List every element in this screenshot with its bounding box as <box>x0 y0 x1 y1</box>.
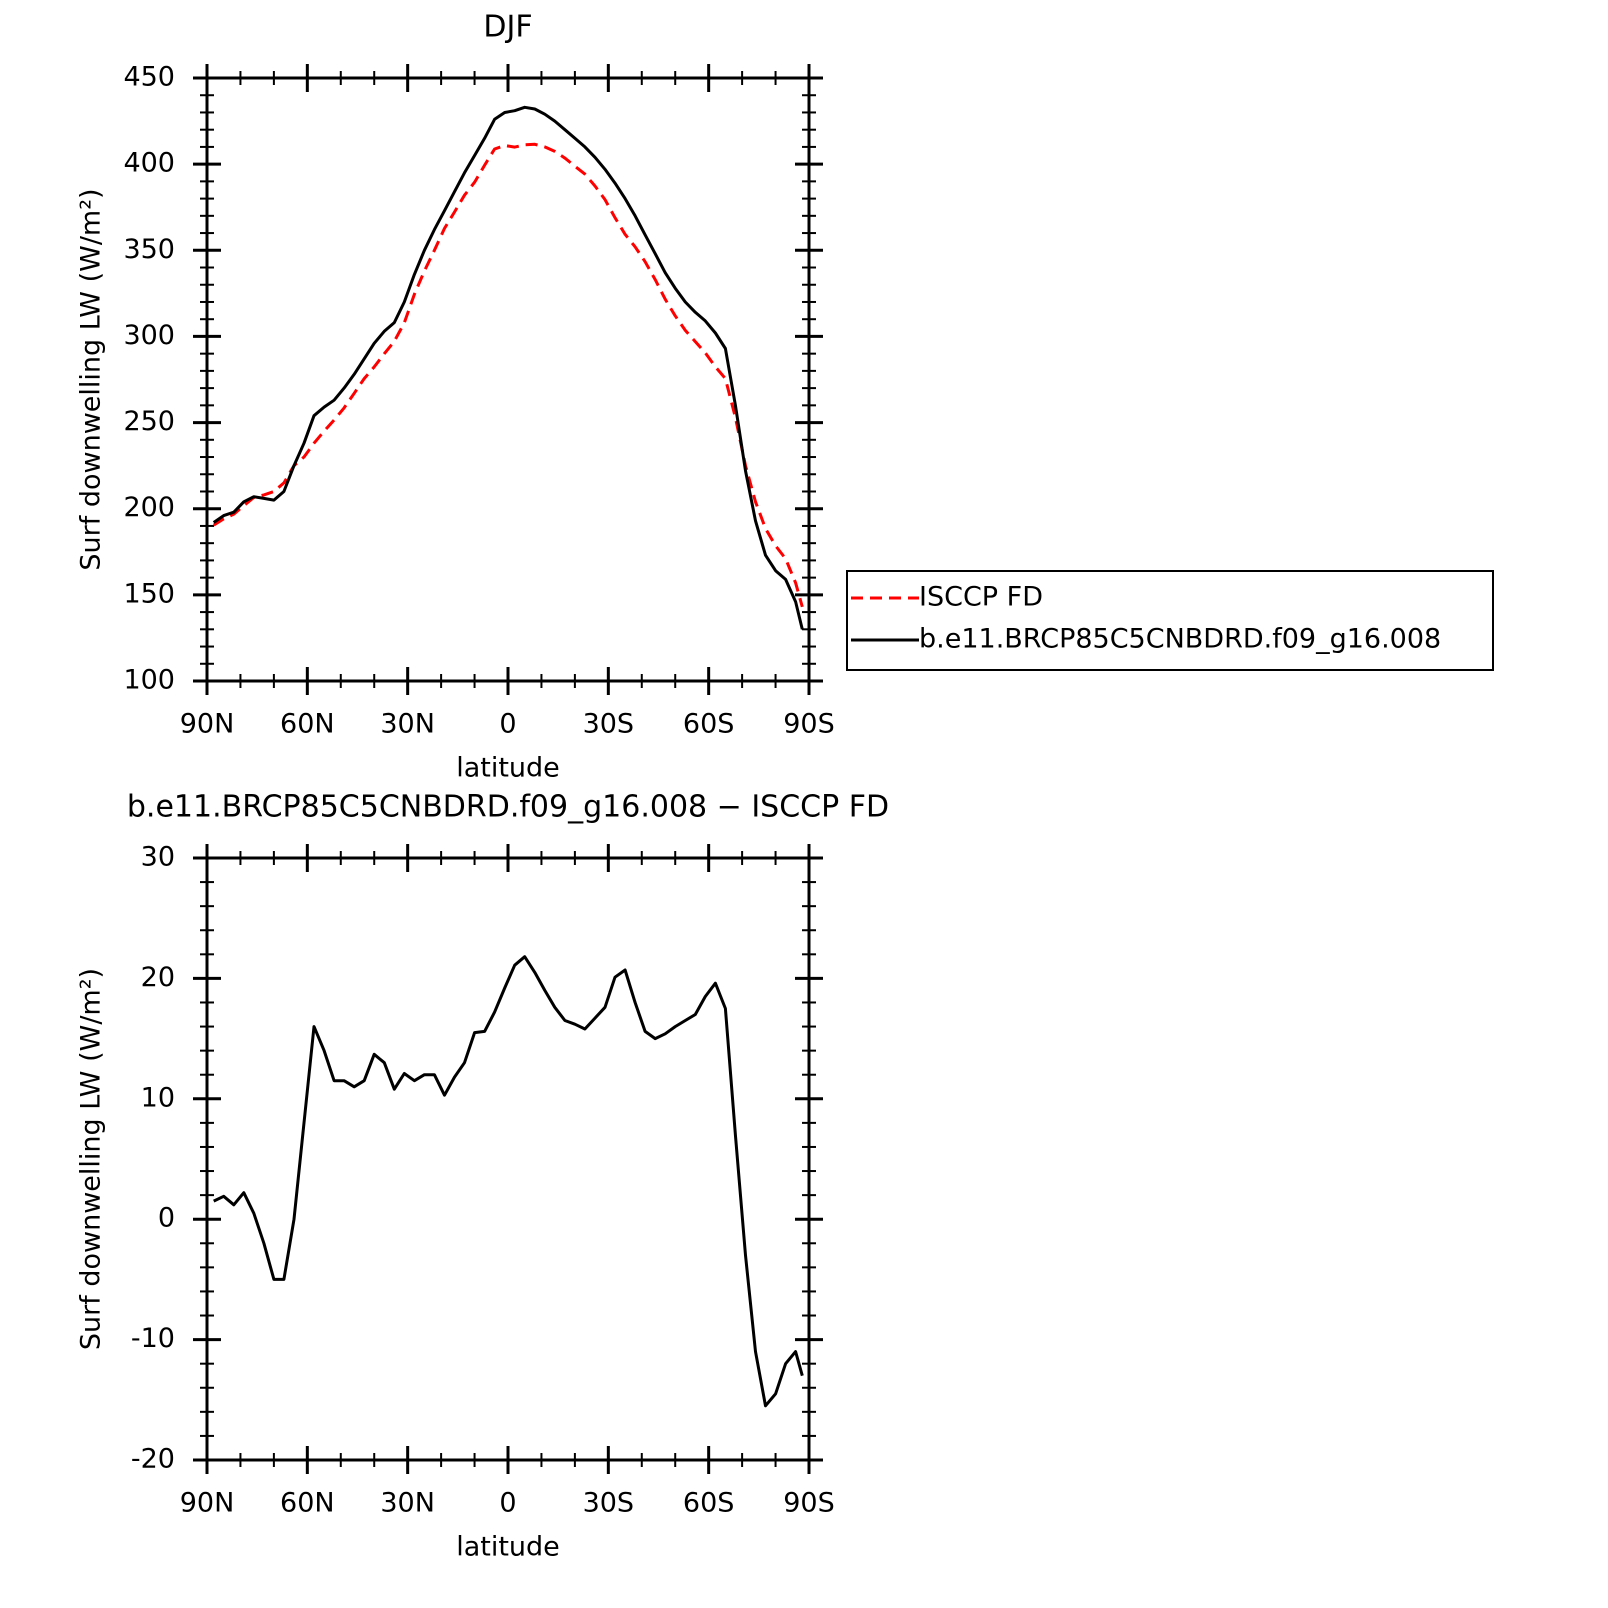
x-tick-label: 30N <box>380 1488 435 1519</box>
x-tick-label: 0 <box>499 1488 516 1519</box>
y-tick-label: 350 <box>123 234 175 265</box>
y-tick-label: 200 <box>123 492 175 523</box>
x-tick-label: 30S <box>583 709 635 740</box>
x-tick-label: 60N <box>280 1488 335 1519</box>
data-line <box>213 955 804 1408</box>
data-line <box>212 142 804 608</box>
y-axis-label: Surf downwelling LW (W/m²) <box>76 188 107 570</box>
y-tick-label: 20 <box>141 962 175 993</box>
x-tick-label: 60S <box>683 1488 735 1519</box>
y-tick-label: 450 <box>123 62 175 93</box>
legend-label: b.e11.BRCP85C5CNBDRD.f09_g16.008 <box>919 624 1441 655</box>
y-tick-label: 300 <box>123 320 175 351</box>
chart-title: DJF <box>483 10 532 45</box>
legend-label: ISCCP FD <box>919 582 1043 613</box>
y-tick-label: 0 <box>158 1203 175 1234</box>
x-tick-label: 60N <box>280 709 335 740</box>
y-tick-label: 30 <box>141 842 175 873</box>
y-tick-label: 250 <box>123 406 175 437</box>
y-tick-label: 10 <box>141 1082 175 1113</box>
y-tick-label: -10 <box>131 1323 175 1354</box>
x-tick-label: 90S <box>783 709 835 740</box>
y-axis-label: Surf downwelling LW (W/m²) <box>76 968 107 1350</box>
x-tick-label: 30N <box>380 709 435 740</box>
y-tick-label: 100 <box>123 665 175 696</box>
x-tick-label: 60S <box>683 709 735 740</box>
y-tick-label: 150 <box>123 578 175 609</box>
x-tick-label: 90S <box>783 1488 835 1519</box>
x-tick-label: 0 <box>499 709 516 740</box>
plot-frame <box>205 856 811 1462</box>
legend-box <box>846 570 1494 671</box>
data-line <box>212 105 804 630</box>
x-axis-label: latitude <box>456 1532 560 1563</box>
x-tick-label: 30S <box>583 1488 635 1519</box>
plot-frame <box>205 76 811 683</box>
y-tick-label: -20 <box>131 1444 175 1475</box>
y-tick-label: 400 <box>123 148 175 179</box>
x-tick-label: 90N <box>180 1488 235 1519</box>
x-axis-label: latitude <box>456 753 560 784</box>
x-tick-label: 90N <box>180 709 235 740</box>
chart-title: b.e11.BRCP85C5CNBDRD.f09_g16.008 − ISCCP… <box>127 790 889 825</box>
